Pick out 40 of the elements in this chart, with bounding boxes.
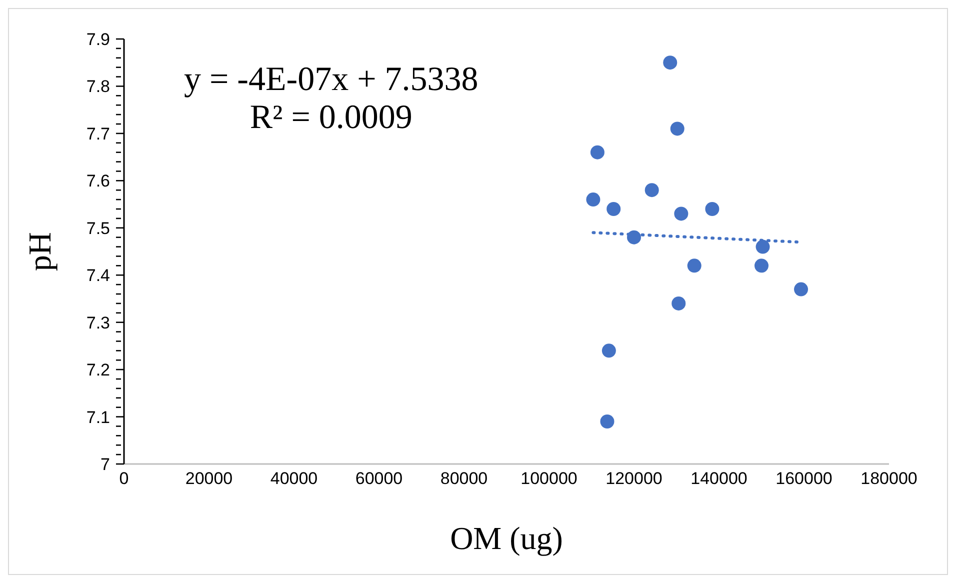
y-tick-label: 7.6 bbox=[86, 172, 110, 191]
point bbox=[794, 282, 808, 296]
y-tick-label: 7.8 bbox=[86, 77, 110, 96]
y-tick-label: 7.2 bbox=[86, 360, 110, 380]
y-tick-label: 7.7 bbox=[86, 124, 110, 144]
x-tick-label: 60000 bbox=[355, 469, 403, 488]
point bbox=[590, 145, 604, 160]
y-axis-title: pH bbox=[21, 232, 58, 272]
point bbox=[600, 414, 614, 428]
point bbox=[754, 258, 768, 273]
y-tick-label: 7.4 bbox=[86, 266, 110, 286]
y-tick-label: 7.5 bbox=[86, 218, 110, 238]
annotation: R² = 0.0009 bbox=[248, 99, 414, 137]
x-tick-label: 180000 bbox=[860, 469, 918, 488]
y-tick-label: 7 bbox=[100, 455, 110, 474]
point bbox=[674, 206, 688, 221]
y-tick-label: 7.3 bbox=[86, 313, 110, 332]
x-tick-label: 80000 bbox=[440, 469, 488, 488]
point bbox=[663, 56, 678, 70]
x-tick-label: 120000 bbox=[606, 469, 662, 488]
x-tick-label: 160000 bbox=[776, 469, 832, 488]
x-tick-label: 0 bbox=[119, 469, 129, 488]
point bbox=[687, 258, 702, 273]
point bbox=[627, 230, 641, 244]
x-tick-label: 100000 bbox=[520, 469, 578, 488]
point bbox=[672, 296, 686, 310]
point bbox=[756, 240, 770, 254]
x-tick-label: 40000 bbox=[270, 469, 318, 488]
point bbox=[705, 202, 720, 216]
point bbox=[670, 122, 684, 136]
point bbox=[606, 202, 621, 216]
annotation: y = -4E-07x + 7.5338 bbox=[184, 61, 478, 99]
x-tick-label: 140000 bbox=[690, 469, 748, 488]
point bbox=[644, 183, 659, 198]
y-tick-label: 7.1 bbox=[86, 408, 110, 427]
x-tick-label: 20000 bbox=[185, 469, 233, 488]
point bbox=[602, 344, 616, 358]
y-tick-label: 7.9 bbox=[86, 30, 110, 49]
x-axis-title: OM (ug) bbox=[450, 520, 563, 556]
point bbox=[586, 192, 600, 207]
